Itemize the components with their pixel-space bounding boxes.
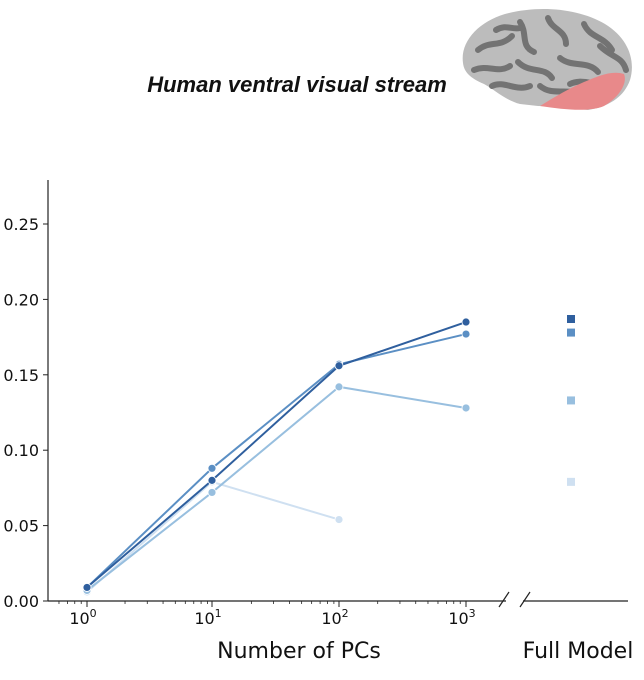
x-tick-label: 103 (448, 607, 475, 628)
series-point (207, 463, 217, 473)
y-tick-label: 0.10 (3, 441, 39, 460)
chart-title: Human ventral visual stream (147, 72, 447, 97)
series-line (86, 321, 467, 589)
y-tick-label: 0.20 (3, 290, 39, 309)
y-tick-label: 0.25 (3, 215, 39, 234)
x-axis-label: Number of PCs (217, 639, 381, 664)
series-line (86, 480, 340, 593)
series-point (461, 403, 471, 413)
full-model-markers (567, 315, 575, 486)
y-tick-label: 0.00 (3, 592, 39, 611)
x-tick-label: 100 (69, 607, 96, 628)
y-axis-ticks: 0.00 0.05 0.10 0.15 0.20 0.25 (3, 215, 48, 611)
full-model-marker (567, 315, 575, 324)
axis-break-mark (519, 591, 531, 608)
axes (47, 180, 628, 608)
axis-break-mark (498, 591, 510, 608)
series-point (207, 488, 217, 497)
x-tick-label: 102 (321, 607, 348, 628)
x-tick-label: 101 (194, 607, 221, 628)
series-point (334, 515, 344, 524)
series-point (207, 475, 217, 485)
y-tick-label: 0.05 (3, 517, 39, 536)
series-line (86, 385, 467, 592)
series-point (461, 317, 471, 327)
series-point (334, 382, 344, 392)
series-point (334, 361, 344, 371)
x-axis-ticks: 100 101 102 103 (58, 601, 476, 628)
series-line (86, 333, 467, 589)
y-tick-label: 0.15 (3, 366, 39, 385)
series-layer (82, 317, 471, 597)
series-point (82, 583, 92, 592)
full-model-marker (567, 396, 575, 405)
brain-icon (462, 8, 632, 110)
series-point (461, 329, 471, 339)
full-model-label: Full Model (523, 639, 634, 664)
full-model-marker (567, 328, 575, 337)
full-model-marker (567, 477, 575, 486)
